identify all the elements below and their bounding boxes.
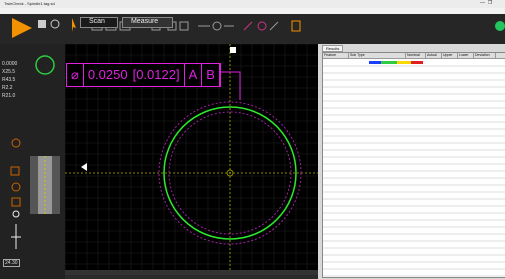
origin-icon[interactable]	[13, 211, 19, 217]
h-scrollbar[interactable]	[65, 270, 318, 275]
tab[interactable]: Scan	[80, 17, 118, 28]
left-icons	[0, 44, 65, 279]
window-controls[interactable]: — ❐	[480, 0, 492, 6]
column-header[interactable]: Nominal	[406, 53, 426, 58]
zoom-icon[interactable]	[51, 20, 59, 28]
callout-symbol: ⌀	[67, 64, 84, 86]
probe-view	[36, 56, 54, 74]
side-tools[interactable]	[11, 139, 20, 206]
column-header[interactable]: Actual	[426, 53, 442, 58]
column-header[interactable]: Sub Type	[349, 53, 406, 58]
window-title: TwinCheck - Spindle1.tag.sd	[4, 1, 55, 6]
top-marker	[230, 47, 236, 53]
results-title: Results	[322, 45, 343, 52]
tab-strip: Scan Measure	[80, 17, 173, 28]
callout-datum: B	[202, 64, 220, 86]
tab[interactable]: Measure	[122, 17, 173, 28]
toolbar: Scan Measure	[0, 14, 505, 44]
callout-actual: [0.0122]	[129, 64, 185, 86]
column-header[interactable]: Feature	[323, 53, 349, 58]
save-icon[interactable]	[38, 20, 46, 28]
app-window: TwinCheck - Spindle1.tag.sd — ❐ FileEdit…	[0, 0, 505, 279]
column-header[interactable]: Upper	[442, 53, 458, 58]
column-header[interactable]: Deviation	[474, 53, 496, 58]
callout-datum: A	[185, 64, 203, 86]
status-value: 24.30	[3, 259, 20, 267]
callout-tolerance: 0.0250	[84, 64, 129, 86]
column-header[interactable]: Lower	[458, 53, 474, 58]
toolbar-icons	[0, 14, 505, 44]
results-rows	[323, 59, 505, 277]
select-icon[interactable]	[72, 18, 76, 32]
title-bar: TwinCheck - Spindle1.tag.sd — ❐	[0, 0, 505, 8]
status-light	[495, 21, 505, 31]
run-button[interactable]	[12, 18, 32, 38]
